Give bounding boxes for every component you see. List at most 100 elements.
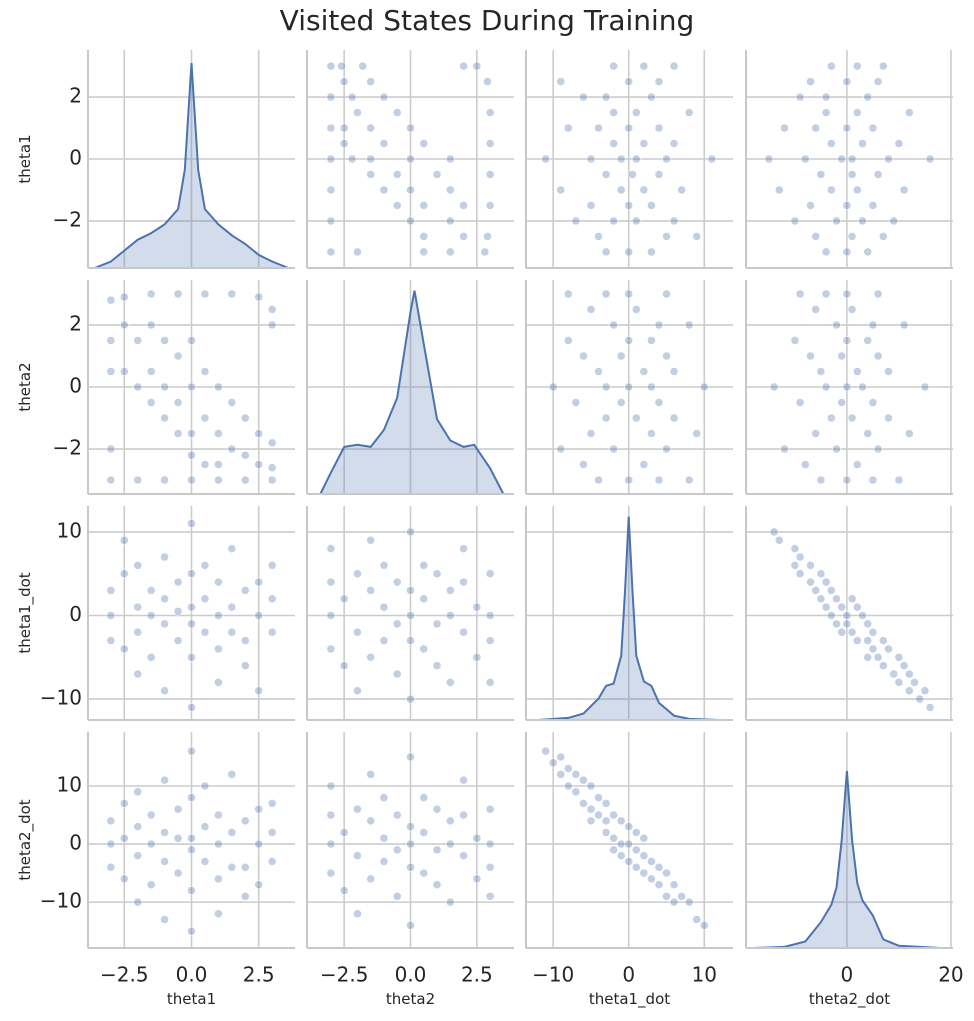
scatter-point xyxy=(267,594,277,604)
scatter-point xyxy=(200,561,210,570)
scatter-point xyxy=(480,247,490,257)
scatter-point xyxy=(379,793,389,802)
scatter-point xyxy=(624,822,633,831)
scatter-point xyxy=(816,475,826,485)
scatter-point xyxy=(548,382,558,392)
scatter-point xyxy=(654,170,664,179)
scatter-point xyxy=(707,154,717,164)
panel xyxy=(87,732,295,949)
scatter-point xyxy=(241,636,250,645)
scatter-point xyxy=(187,746,196,756)
scatter-point xyxy=(419,793,429,802)
scatter-point xyxy=(485,569,495,578)
scatter-point xyxy=(863,636,872,645)
scatter-point xyxy=(432,661,442,670)
scatter-point xyxy=(601,170,611,179)
scatter-point xyxy=(586,305,596,314)
chart-title: Visited States During Training xyxy=(280,4,695,37)
scatter-point xyxy=(662,232,671,241)
scatter-point xyxy=(392,577,402,587)
scatter-point xyxy=(241,816,250,826)
x-tick-label: 20 xyxy=(938,963,963,987)
scatter-point xyxy=(133,382,142,392)
scatter-point xyxy=(366,586,375,595)
scatter-point xyxy=(662,351,671,361)
scatter-point xyxy=(601,828,611,837)
scatter-point xyxy=(200,822,210,831)
scatter-point xyxy=(200,413,210,423)
scatter-point xyxy=(873,289,883,299)
scatter-point xyxy=(548,758,558,768)
scatter-point xyxy=(267,799,277,808)
panel xyxy=(745,50,953,269)
scatter-point xyxy=(406,752,415,762)
y-tick-label: −10 xyxy=(40,686,82,710)
scatter-point xyxy=(609,444,618,454)
scatter-point xyxy=(366,653,375,662)
scatter-point xyxy=(873,444,883,454)
scatter-point xyxy=(899,185,909,195)
scatter-point xyxy=(432,845,442,855)
kde-line xyxy=(753,770,941,949)
scatter-point xyxy=(853,636,862,645)
scatter-point xyxy=(173,289,183,299)
scatter-point xyxy=(639,460,649,469)
scatter-point xyxy=(609,834,618,843)
scatter-point xyxy=(459,627,468,637)
scatter-point xyxy=(366,170,375,179)
scatter-point xyxy=(541,746,550,756)
scatter-point xyxy=(326,544,336,553)
scatter-point xyxy=(601,816,611,826)
scatter-point xyxy=(241,892,250,901)
scatter-point xyxy=(459,851,468,860)
scatter-point xyxy=(842,336,852,345)
scatter-point xyxy=(472,602,482,612)
scatter-point xyxy=(432,880,442,889)
scatter-point xyxy=(187,845,196,855)
scatter-point xyxy=(106,586,116,595)
scatter-point xyxy=(446,586,455,595)
scatter-point xyxy=(669,413,679,423)
scatter-point xyxy=(700,382,709,392)
scatter-point xyxy=(214,460,223,469)
scatter-point xyxy=(632,305,641,314)
panel xyxy=(525,280,733,495)
scatter-point xyxy=(899,320,909,330)
scatter-point xyxy=(406,154,415,164)
scatter-point xyxy=(647,201,656,210)
scatter-point xyxy=(187,602,196,612)
scatter-point xyxy=(910,678,919,687)
scatter-point xyxy=(187,703,196,712)
scatter-point xyxy=(837,351,846,361)
scatter-point xyxy=(106,839,116,849)
scatter-point xyxy=(571,787,581,797)
scatter-point xyxy=(339,661,349,670)
scatter-point xyxy=(873,351,883,361)
scatter-point xyxy=(564,336,573,345)
scatter-point xyxy=(485,863,495,872)
scatter-point xyxy=(832,320,841,330)
scatter-point xyxy=(769,382,779,392)
scatter-point xyxy=(326,577,336,587)
scatter-point xyxy=(187,475,196,485)
scatter-point xyxy=(594,232,603,241)
scatter-point xyxy=(406,839,415,849)
scatter-point xyxy=(775,536,784,545)
scatter-point xyxy=(366,816,375,826)
scatter-point xyxy=(241,450,250,460)
scatter-point xyxy=(146,398,156,407)
scatter-point xyxy=(227,444,237,454)
scatter-point xyxy=(446,611,455,620)
scatter-point xyxy=(379,834,389,843)
scatter-point xyxy=(795,92,805,102)
scatter-point xyxy=(173,804,183,814)
scatter-point xyxy=(632,828,641,837)
scatter-point xyxy=(339,139,349,148)
scatter-point xyxy=(353,686,362,695)
scatter-point xyxy=(432,804,442,814)
scatter-point xyxy=(419,644,429,654)
scatter-point xyxy=(832,444,841,454)
scatter-point xyxy=(173,636,183,645)
scatter-point xyxy=(639,139,649,148)
